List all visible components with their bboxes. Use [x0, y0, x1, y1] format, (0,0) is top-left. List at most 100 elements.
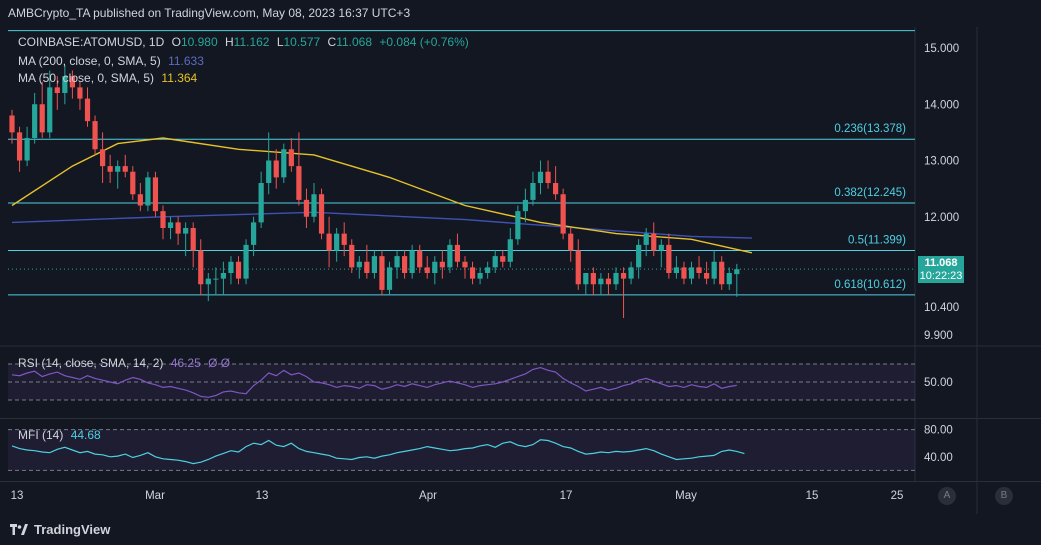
candle-body	[575, 250, 581, 285]
candle-body	[537, 171, 544, 183]
candle-body	[719, 261, 725, 285]
candle-body	[666, 244, 672, 273]
candle-body	[273, 160, 279, 178]
fib-level-label: 0.5(11.399)	[848, 235, 906, 247]
price-tick-label: 9.900	[924, 330, 953, 342]
low-value: 10.577	[283, 35, 321, 49]
candle-body	[288, 149, 294, 167]
candle-body	[62, 76, 68, 93]
candle-body	[296, 166, 302, 200]
candle-body	[545, 171, 551, 183]
candle-body	[145, 177, 151, 206]
bar-countdown: 10:22:23	[919, 270, 963, 282]
candle-body	[530, 183, 536, 200]
candle-body	[620, 273, 627, 279]
candle-body	[613, 273, 619, 285]
mfi-tick-label: 40.00	[924, 452, 953, 464]
time-tick-label: 17	[560, 490, 573, 502]
mfi-tick-label: 80.00	[924, 425, 953, 437]
ma200-label: MA (200, close, 0, SMA, 5)	[18, 54, 161, 68]
candle-body	[681, 267, 687, 279]
time-tick-label: May	[675, 490, 697, 502]
rsi-line	[11, 366, 737, 398]
candle-body	[696, 267, 702, 273]
candle-body	[485, 267, 491, 273]
candle-body	[137, 194, 143, 206]
candle-body	[84, 98, 91, 122]
candle-body	[417, 250, 423, 268]
candle-body	[175, 222, 181, 234]
candle-body	[651, 233, 657, 251]
auto-scale-button[interactable]: A	[938, 487, 956, 505]
candle-body	[160, 211, 166, 228]
candle-body	[439, 261, 445, 268]
ma50-line	[11, 137, 753, 254]
candle-body	[190, 228, 196, 251]
candle-body	[628, 267, 634, 279]
price-tick-label: 12.000	[924, 212, 959, 224]
candle-body	[54, 87, 60, 93]
candle-body	[364, 261, 370, 273]
candle-body	[356, 261, 362, 268]
candle-body	[636, 244, 642, 268]
candle-body	[47, 87, 53, 133]
candle-body	[318, 194, 325, 234]
candle-body	[266, 160, 272, 183]
open-value: 10.980	[180, 35, 218, 49]
last-price: 11.068	[924, 257, 958, 269]
candle-body	[251, 222, 257, 245]
candle-body	[281, 149, 287, 178]
publish-line: AMBCrypto_TA published on TradingView.co…	[8, 6, 411, 20]
candle-body	[583, 273, 589, 285]
candle-body	[454, 244, 461, 262]
candle-body	[711, 261, 717, 279]
candle-body	[432, 261, 438, 273]
candle-body	[462, 261, 468, 268]
candle-body	[122, 166, 128, 172]
candle-body	[522, 199, 528, 212]
last-price-tag: 11.068 10:22:23	[918, 256, 964, 283]
candle-body	[32, 104, 38, 138]
candle-body	[77, 87, 83, 99]
time-tick-label: 13	[256, 490, 269, 502]
candle-body	[688, 267, 695, 279]
ma200-line	[11, 211, 752, 239]
time-tick-label: Apr	[419, 490, 437, 502]
symbol-label: COINBASE:ATOMUSD, 1D	[18, 35, 165, 49]
candle-body	[9, 115, 15, 133]
rsi-label: RSI (14, close, SMA, 14, 2)	[18, 356, 164, 370]
candle-body	[424, 267, 430, 273]
mfi-legend: MFI (14) 44.68	[18, 428, 105, 442]
log-scale-button[interactable]: B	[995, 487, 1013, 505]
close-value: 11.068	[336, 35, 373, 49]
candle-body	[379, 256, 385, 290]
candle-body	[447, 244, 453, 268]
high-label: H	[224, 35, 234, 49]
footer: TradingView	[0, 514, 1041, 545]
candle-body	[734, 269, 740, 275]
candle-body	[115, 166, 121, 172]
candle-body	[507, 239, 513, 262]
candle-body	[69, 76, 75, 88]
rsi-value: 46.25	[170, 356, 201, 370]
candle-body	[402, 256, 408, 273]
time-tick-label: 15	[806, 490, 819, 502]
price-tick-label: 15.000	[924, 43, 959, 55]
low-label: L	[276, 35, 284, 49]
rsi-tick-label: 50.00	[924, 377, 953, 389]
ohlc-legend: COINBASE:ATOMUSD, 1D O10.980 H11.162 L10…	[18, 35, 473, 49]
mfi-value: 44.68	[70, 428, 101, 442]
change-value: +0.084 (+0.76%)	[379, 35, 469, 49]
candle-body	[303, 199, 310, 217]
candle-body	[24, 138, 30, 161]
ma50-label: MA (50, close, 0, SMA, 5)	[18, 71, 155, 85]
candle-body	[590, 273, 596, 285]
time-tick-label: 13	[11, 490, 24, 502]
chart-area[interactable]: 15.000 14.000 13.000 12.000 10.400 9.900 0.236…	[0, 27, 1041, 514]
rsi-legend: RSI (14, close, SMA, 14, 2) 46.25 Ø Ø	[18, 356, 234, 370]
fib-level-label: 0.618(10.612)	[834, 279, 906, 291]
candle-body	[568, 233, 574, 251]
price-tick-label: 10.400	[924, 302, 959, 314]
candle-body	[334, 233, 340, 251]
candle-body	[311, 194, 317, 217]
